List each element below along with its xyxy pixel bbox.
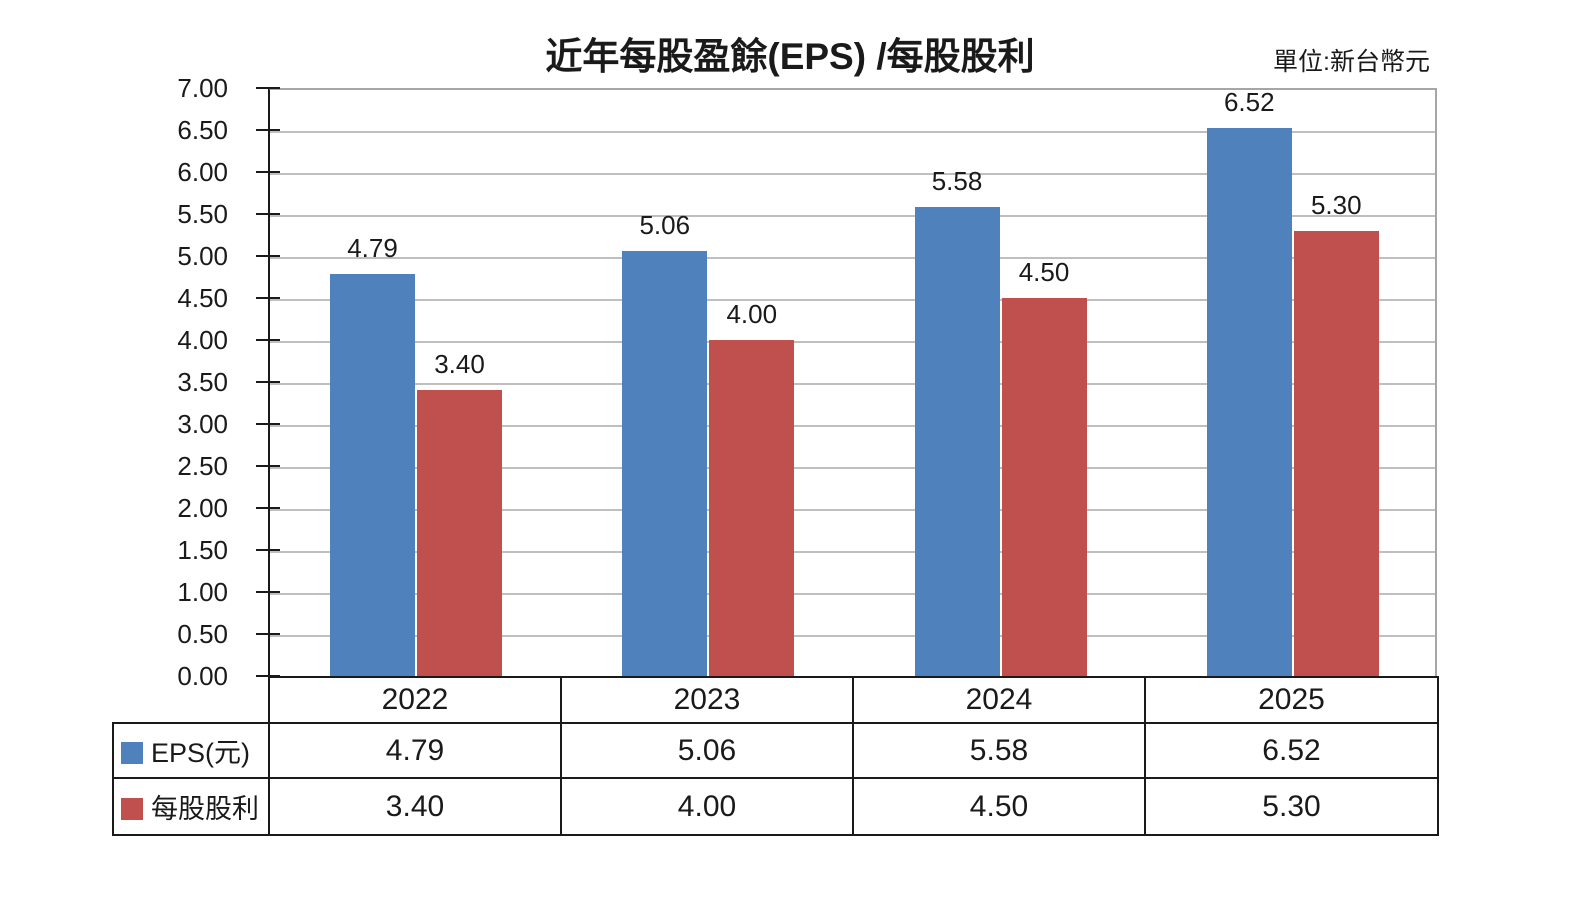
dividend-legend-swatch-icon bbox=[121, 798, 143, 820]
bar-eps-2024 bbox=[914, 207, 1000, 676]
eps-value-cell: 6.52 bbox=[1144, 722, 1439, 779]
bar-value-label: 4.00 bbox=[726, 299, 778, 329]
eps-legend-swatch-icon bbox=[121, 742, 143, 764]
table-corner-blank bbox=[113, 677, 269, 723]
y-axis-label: 6.50 bbox=[177, 115, 228, 145]
eps-value-cell: 5.06 bbox=[560, 722, 854, 779]
bar-value-label: 5.58 bbox=[931, 166, 983, 197]
bar-eps-2025 bbox=[1206, 128, 1292, 676]
gridline bbox=[270, 509, 1435, 511]
gridline bbox=[270, 131, 1435, 133]
legend-cell-dividend: 每股股利 bbox=[112, 777, 270, 836]
y-axis-tick bbox=[256, 87, 280, 89]
y-axis-tick bbox=[256, 255, 280, 257]
y-axis-label: 6.00 bbox=[177, 157, 228, 187]
y-axis-label: 2.50 bbox=[177, 451, 228, 481]
gridline bbox=[270, 173, 1435, 175]
gridline bbox=[270, 467, 1435, 469]
gridline bbox=[270, 593, 1435, 595]
y-axis-tick bbox=[256, 549, 280, 551]
dividend-value-cell: 3.40 bbox=[268, 777, 562, 836]
y-axis-label: 1.50 bbox=[177, 535, 228, 565]
bar-value-label: 5.30 bbox=[1310, 189, 1362, 220]
y-axis-tick bbox=[256, 171, 280, 173]
y-axis-label: 3.50 bbox=[177, 367, 228, 397]
year-cell: 2025 bbox=[1144, 676, 1439, 724]
gridline bbox=[270, 383, 1435, 385]
y-axis-tick bbox=[256, 633, 280, 635]
gridline bbox=[270, 425, 1435, 427]
y-axis-label: 2.00 bbox=[177, 493, 228, 523]
y-axis-tick bbox=[256, 507, 280, 509]
y-axis-tick bbox=[256, 465, 280, 467]
y-axis-label: 4.00 bbox=[177, 325, 228, 355]
bar-value-label: 3.40 bbox=[434, 349, 485, 380]
dividend-value-cell: 5.30 bbox=[1144, 777, 1439, 836]
data-table: 2022 2023 2024 2025 EPS(元) 4.79 5.06 5.58 6.52 每股… bbox=[112, 676, 1439, 836]
legend-cell-eps: EPS(元) bbox=[112, 722, 270, 779]
y-axis-label: 0.00 bbox=[177, 661, 228, 691]
y-axis-tick bbox=[256, 297, 280, 299]
bar-eps-2022 bbox=[330, 273, 415, 676]
gridline bbox=[270, 299, 1435, 301]
gridline bbox=[270, 215, 1435, 217]
y-axis-label: 0.50 bbox=[177, 619, 228, 649]
bar-value-label: 4.79 bbox=[347, 232, 398, 263]
bar-eps-2023 bbox=[622, 250, 708, 676]
gridline bbox=[270, 257, 1435, 259]
y-axis-tick bbox=[256, 423, 280, 425]
plot-area: 4.79 5.06 5.58 6.52 3.40 4.00 4.50 5.30 bbox=[268, 88, 1437, 676]
bar-value-label: 5.06 bbox=[639, 209, 691, 240]
year-cell: 2023 bbox=[560, 676, 854, 724]
y-axis-tick bbox=[256, 339, 280, 341]
gridline bbox=[270, 551, 1435, 553]
gridline bbox=[270, 341, 1435, 343]
eps-value-cell: 4.79 bbox=[268, 722, 562, 779]
y-axis-tick bbox=[256, 213, 280, 215]
chart-title: 近年每股盈餘(EPS) /每股股利 bbox=[545, 36, 1035, 77]
y-axis-tick bbox=[256, 381, 280, 383]
bar-value-label: 4.50 bbox=[1018, 257, 1070, 287]
y-axis-tick bbox=[256, 591, 280, 593]
year-cell: 2024 bbox=[852, 676, 1146, 724]
y-axis-label: 1.00 bbox=[177, 577, 228, 607]
bar-value-label: 6.52 bbox=[1223, 87, 1275, 118]
unit-label: 單位:新台幣元 bbox=[1273, 48, 1430, 76]
eps-value-cell: 5.58 bbox=[852, 722, 1146, 779]
bar-dividend-2023 bbox=[709, 340, 795, 676]
bar-dividend-2024 bbox=[1001, 298, 1087, 676]
y-axis-label: 5.00 bbox=[177, 241, 228, 271]
gridline bbox=[270, 635, 1435, 637]
dividend-value-cell: 4.50 bbox=[852, 777, 1146, 836]
y-axis-label: 7.00 bbox=[177, 73, 228, 103]
y-axis-tick bbox=[256, 129, 280, 131]
y-axis-label: 3.00 bbox=[177, 409, 228, 439]
bar-dividend-2025 bbox=[1293, 230, 1379, 676]
dividend-value-cell: 4.00 bbox=[560, 777, 854, 836]
y-axis-label: 4.50 bbox=[177, 283, 228, 313]
year-cell: 2022 bbox=[268, 676, 562, 724]
y-axis-label: 5.50 bbox=[177, 199, 228, 229]
y-axis-tick bbox=[256, 675, 280, 677]
bar-dividend-2022 bbox=[417, 390, 502, 676]
